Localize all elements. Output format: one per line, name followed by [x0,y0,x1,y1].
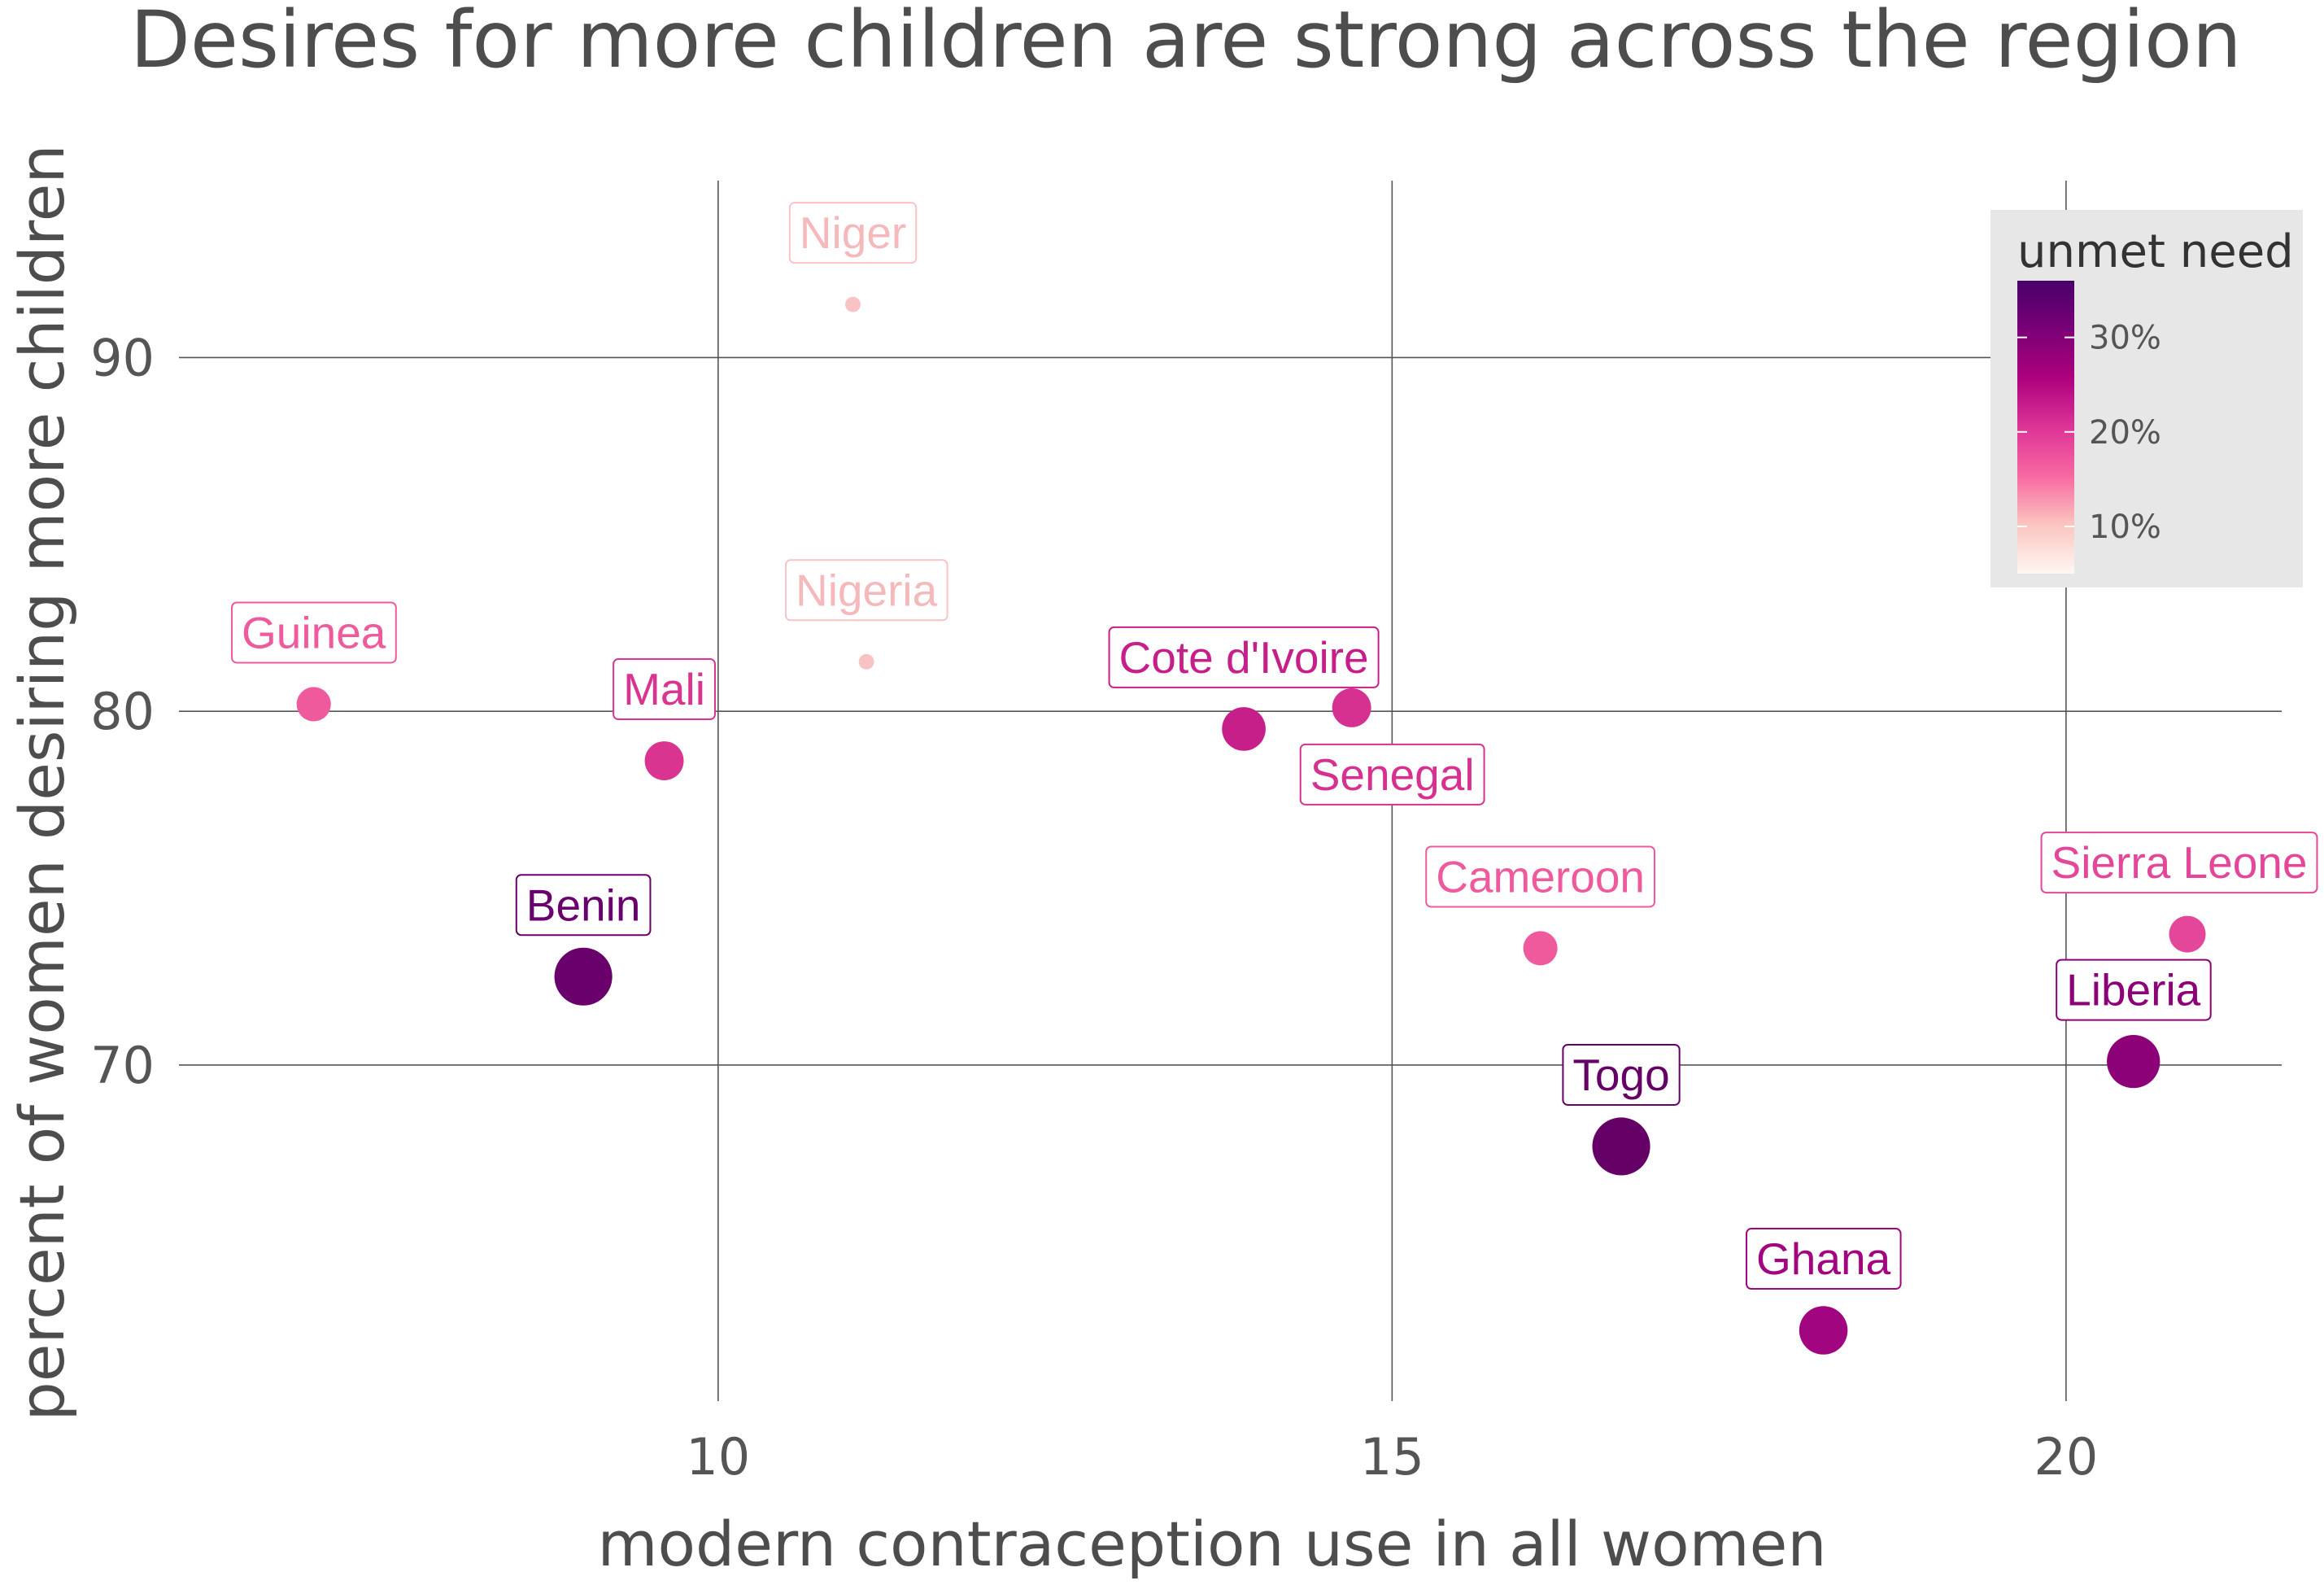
point-label-text-6: Benin [526,880,641,930]
point-label-text-11: Ghana [1756,1234,1891,1284]
point-3 [644,741,684,780]
x-tick-label-0: 10 [686,1427,750,1487]
point-label-text-10: Togo [1572,1050,1669,1100]
point-4 [1222,707,1266,751]
point-6 [554,947,613,1006]
point-10 [1592,1117,1650,1176]
point-label-box-1 [784,559,948,622]
point-11 [1799,1306,1848,1355]
legend-tick-label-0: 10% [2089,509,2161,546]
x-axis-title: modern contraception use in all women [597,1508,1826,1580]
point-label-box-4 [1108,626,1380,688]
point-label-text-5: Senegal [1310,749,1475,800]
x-tick-label-2: 20 [2034,1427,2098,1487]
point-label-text-9: Liberia [2066,965,2201,1015]
chart-title: Desires for more children are strong acr… [130,0,2242,85]
x-tick-label-1: 15 [1360,1427,1424,1487]
grid-lines [179,181,2282,1401]
point-label-1: Nigeria [784,559,948,622]
point-label-box-5 [1299,743,1485,806]
point-labels: Niger Nigeria Guinea Mali Cote d'Ivoire Seneg… [231,202,2318,1290]
point-label-text-1: Nigeria [796,565,938,615]
y-tick-label-1: 80 [90,682,155,741]
point-label-box-7 [1425,845,1656,908]
point-label-text-7: Cameroon [1436,851,1645,902]
point-2 [296,687,331,722]
legend-tick-label-2: 30% [2089,320,2161,357]
point-label-text-2: Guinea [242,607,386,657]
point-7 [1523,931,1558,966]
point-label-text-3: Mali [623,664,705,714]
point-label-5: Senegal [1299,743,1485,806]
point-label-box-11 [1746,1228,1902,1290]
tick-labels: 10 15 20 70 80 90 [90,328,2098,1487]
y-tick-label-2: 90 [90,328,155,387]
data-points [296,296,2206,1355]
legend-ticks: 10% 20% 30% [2017,320,2161,546]
point-8 [2169,915,2206,953]
legend-colorbar [2017,281,2074,574]
y-axis-title: percent of women desiring more children [6,144,78,1421]
point-label-box-3 [613,658,716,721]
point-label-11: Ghana [1746,1228,1902,1290]
point-label-8: Sierra Leone [2040,832,2318,894]
point-label-0: Niger [788,202,918,264]
point-5 [1332,688,1371,727]
legend-title: unmet need [2017,225,2294,278]
point-label-6: Benin [515,874,652,937]
point-label-text-8: Sierra Leone [2051,837,2308,888]
point-label-box-8 [2040,832,2318,894]
point-label-box-6 [515,874,652,937]
point-label-9: Liberia [2056,958,2212,1021]
point-label-4: Cote d'Ivoire [1108,626,1380,688]
point-label-text-4: Cote d'Ivoire [1119,632,1369,683]
point-label-7: Cameroon [1425,845,1656,908]
point-0 [845,296,861,312]
point-label-2: Guinea [231,601,397,664]
point-label-box-9 [2056,958,2212,1021]
legend: unmet need 10% 20% 30% [1990,210,2303,587]
y-tick-label-0: 70 [90,1036,155,1095]
point-label-box-0 [788,202,918,264]
point-label-box-10 [1562,1043,1681,1106]
point-1 [858,653,874,670]
point-label-3: Mali [613,658,716,721]
point-label-box-2 [231,601,397,664]
point-9 [2107,1034,2160,1089]
point-label-text-0: Niger [800,207,906,258]
legend-tick-label-1: 20% [2089,414,2161,452]
point-label-10: Togo [1562,1043,1681,1106]
